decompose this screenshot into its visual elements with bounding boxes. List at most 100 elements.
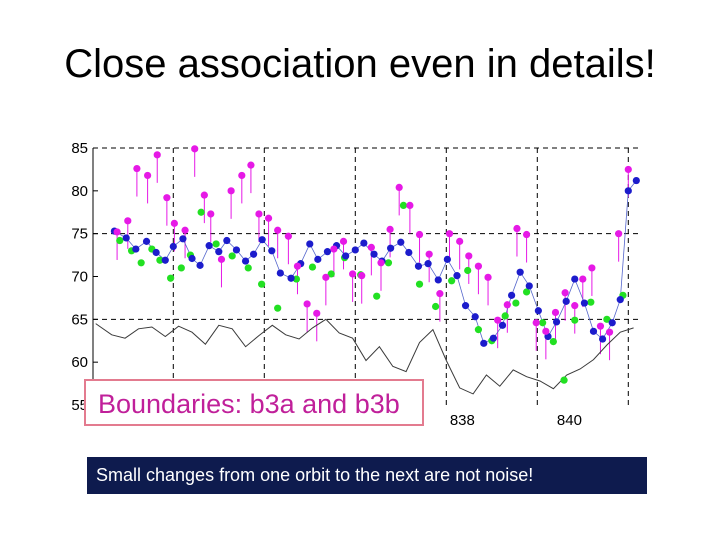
blue-point (525, 282, 533, 290)
blue-point (624, 187, 632, 195)
blue-point (552, 318, 561, 326)
blue-point (342, 252, 350, 260)
magenta-point (503, 301, 511, 309)
blue-point (161, 256, 169, 264)
green-point (137, 259, 145, 267)
green-point (327, 270, 335, 278)
blue-point (414, 262, 423, 270)
blue-point (323, 248, 332, 256)
blue-point (498, 321, 507, 329)
y-axis (92, 147, 98, 406)
blue-series-line (114, 180, 637, 344)
boundaries-callout: Boundaries: b3a and b3b (84, 379, 424, 426)
magenta-point (153, 151, 161, 159)
blue-point (232, 246, 241, 254)
magenta-point (358, 272, 366, 280)
magenta-point (113, 228, 121, 236)
magenta-point (377, 259, 385, 267)
blue-point (434, 276, 442, 284)
green-point (603, 315, 611, 323)
green-point (244, 264, 252, 272)
green-point (292, 275, 301, 283)
magenta-point (255, 210, 263, 218)
blue-point (589, 327, 598, 335)
blue-point (370, 250, 378, 258)
magenta-point (293, 262, 302, 270)
blue-point (223, 236, 231, 245)
magenta-point (561, 289, 569, 297)
green-point (560, 376, 568, 384)
green-point (177, 264, 185, 272)
magenta-point (284, 232, 292, 240)
magenta-point (456, 237, 464, 245)
green-point (448, 277, 456, 285)
magenta-point (133, 164, 141, 173)
blue-point (632, 176, 640, 185)
magenta-point (522, 230, 531, 239)
magenta-point (513, 224, 521, 233)
x-tick-label: 840 (557, 412, 582, 429)
green-point (539, 319, 547, 327)
magenta-point (264, 214, 273, 222)
magenta-point (425, 250, 433, 258)
green-point (167, 274, 175, 282)
blue-point (405, 248, 413, 257)
magenta-point (571, 302, 579, 310)
blue-point (489, 334, 497, 342)
blue-point (258, 236, 266, 244)
blue-point (534, 307, 542, 315)
blue-point (249, 250, 258, 258)
green-point (308, 263, 317, 271)
magenta-point (596, 322, 605, 330)
magenta-point (588, 264, 596, 272)
magenta-point (200, 191, 208, 199)
y-tick-label: 70 (71, 269, 88, 286)
magenta-point (551, 308, 560, 317)
green-point (116, 236, 124, 245)
green-point (399, 201, 408, 209)
magenta-point (313, 309, 321, 317)
magenta-point (163, 194, 171, 202)
magenta-point (615, 230, 623, 238)
slide-title: Close association even in details! (64, 42, 656, 86)
blue-point (179, 235, 187, 243)
blue-point (516, 268, 524, 276)
magenta-point (322, 273, 330, 281)
blue-point (571, 275, 579, 283)
blue-point (397, 238, 405, 246)
magenta-point (624, 165, 632, 174)
green-point (373, 292, 381, 300)
blue-point (314, 255, 322, 263)
magenta-point (445, 230, 454, 238)
green-point (274, 304, 282, 312)
y-tick-label: 75 (71, 226, 88, 243)
magenta-point (330, 245, 338, 253)
green-point (587, 298, 595, 306)
blue-point (616, 296, 624, 304)
magenta-point (247, 161, 255, 169)
magenta-point (339, 237, 348, 245)
blue-point (205, 242, 213, 250)
blue-point (152, 248, 160, 257)
magenta-point (415, 230, 424, 239)
y-tick-label: 85 (71, 140, 88, 157)
blue-point (599, 335, 607, 343)
magenta-point (436, 290, 444, 298)
y-tick-label: 60 (71, 354, 88, 371)
magenta-point (484, 273, 492, 281)
caption-banner: Small changes from one orbit to the next… (87, 457, 647, 494)
green-point (571, 316, 579, 324)
blue-point (215, 248, 223, 256)
magenta-point (238, 171, 246, 180)
blue-point (562, 297, 570, 305)
boundaries-callout-text: Boundaries: b3a and b3b (98, 389, 400, 419)
magenta-point (170, 219, 178, 227)
green-point (522, 288, 531, 296)
blue-point (241, 257, 250, 265)
blue-point (351, 246, 359, 254)
green-point (431, 302, 440, 311)
green-point (474, 326, 483, 334)
blue-point (276, 269, 284, 277)
magenta-point (579, 275, 587, 283)
magenta-point (494, 316, 502, 324)
